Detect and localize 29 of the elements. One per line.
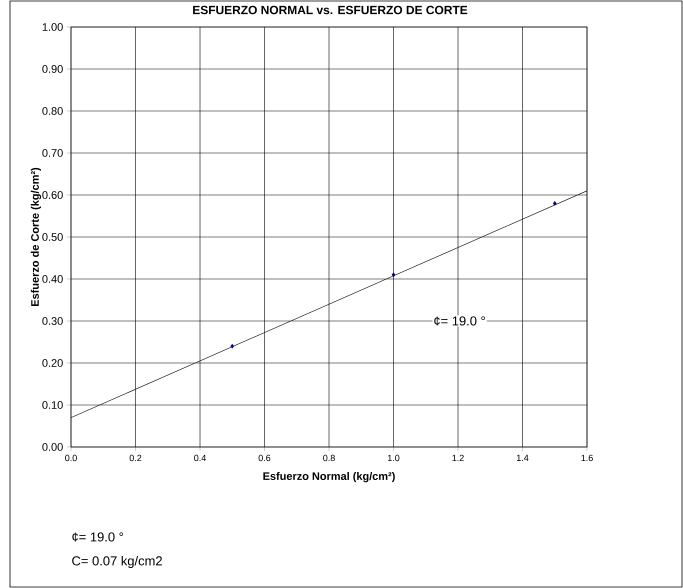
- y-tick-label: 0.30: [42, 317, 63, 325]
- y-tick-label: 0.70: [42, 149, 63, 157]
- point: [230, 344, 234, 349]
- y-tick-label: 0.20: [42, 359, 63, 367]
- y-tick-label: 1.00: [42, 23, 63, 31]
- text: C= 0.07 kg/cm2: [72, 556, 162, 568]
- x-tick-label: 0.6: [258, 454, 270, 462]
- x-tick-label: 1.2: [452, 454, 464, 462]
- y-tick-label: 0.50: [42, 233, 63, 241]
- point: [552, 201, 557, 206]
- x-tick-label: 1.0: [388, 454, 400, 462]
- y-tick-label: 0.00: [42, 443, 63, 451]
- x-tick-label: 0.2: [130, 454, 142, 462]
- y-tick-label: 0.80: [42, 107, 63, 115]
- x-tick-label: 0.8: [323, 454, 335, 462]
- x-axis-title: Esfuerzo Normal (kg/cm²): [263, 472, 395, 482]
- y-tick-label: 0.60: [42, 191, 63, 199]
- point: [392, 272, 396, 278]
- x-tick-label: 1.6: [581, 454, 593, 462]
- y-tick-label: 0.40: [42, 275, 63, 283]
- chart-title: ESFUERZO NORMAL vs. ESFUERZO DE CORTE: [193, 6, 468, 14]
- y-tick-label: 0.10: [42, 401, 63, 409]
- y-axis-title: Esfuerzo de Corte (kg/cm²): [30, 168, 42, 306]
- x-tick-label: 0.4: [194, 454, 206, 462]
- x-tick-label: 1.4: [516, 454, 528, 461]
- x-tick-label: 0.0: [65, 454, 77, 462]
- y-tick-label: 0.90: [42, 65, 63, 73]
- text: ¢= 19.0 °: [72, 532, 124, 542]
- annotation: ¢= 19.0 °: [434, 316, 485, 326]
